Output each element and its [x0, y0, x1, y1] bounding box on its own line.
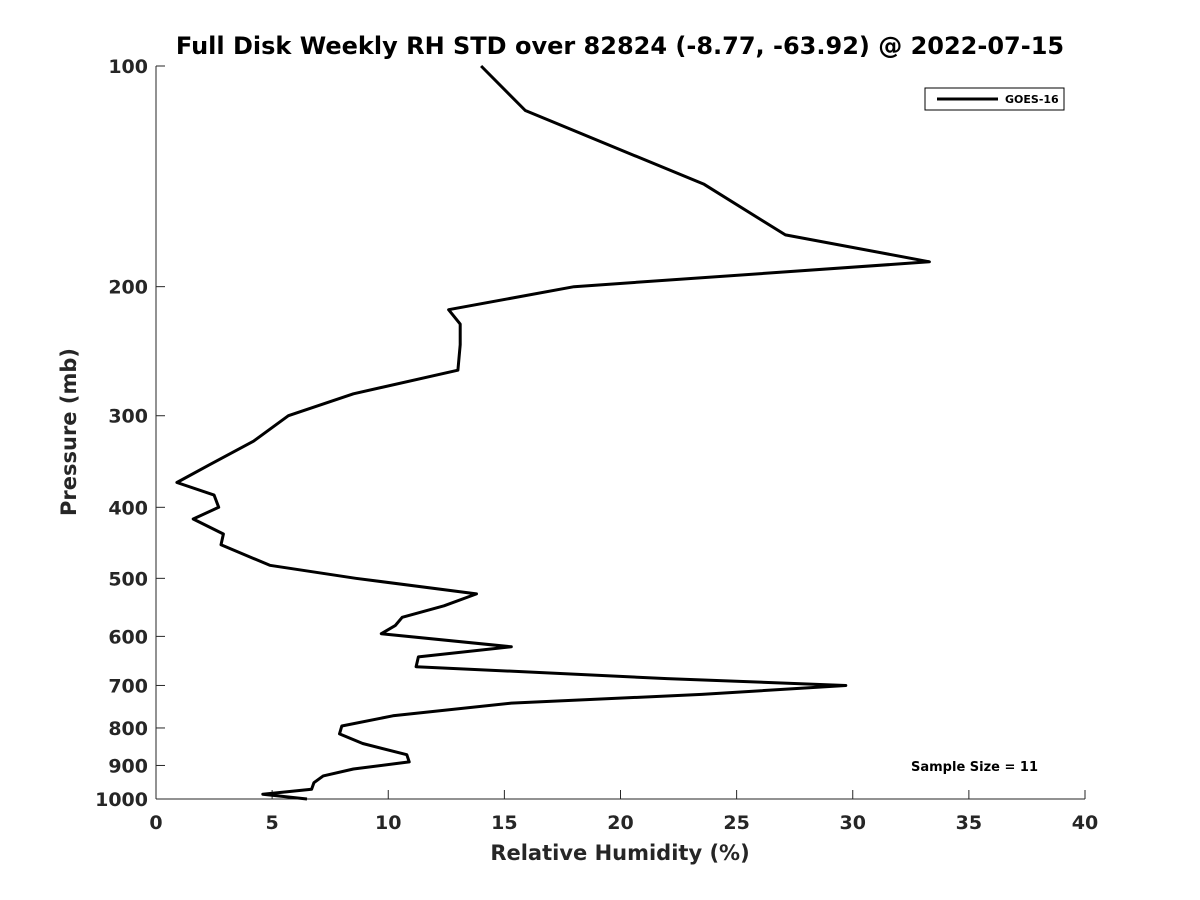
y-tick-label: 100 [108, 56, 148, 78]
legend-label-goes-16: GOES-16 [1005, 93, 1059, 106]
y-tick-label: 1000 [95, 789, 148, 811]
x-axis-label: Relative Humidity (%) [490, 841, 749, 865]
y-tick-label: 500 [108, 568, 148, 590]
y-tick-label: 300 [108, 406, 148, 428]
series-line-goes-16 [175, 64, 931, 801]
x-tick-label: 35 [956, 812, 982, 834]
plot-area: 0 5 10 15 20 25 30 35 40 100 200 300 400 500 600 700 80… [95, 56, 1098, 834]
y-tick-label: 600 [108, 626, 148, 648]
sample-size-annotation: Sample Size = 11 [911, 760, 1038, 775]
x-tick-label: 25 [723, 812, 749, 834]
x-tick-label: 15 [491, 812, 517, 834]
x-tick-label: 20 [607, 812, 633, 834]
x-tick-label: 30 [840, 812, 866, 834]
y-tick-label: 700 [108, 675, 148, 697]
x-tick-label: 0 [149, 812, 162, 834]
y-tick-label: 400 [108, 497, 148, 519]
legend: GOES-16 [924, 87, 1065, 111]
y-tick-label: 800 [108, 718, 148, 740]
x-ticks: 0 5 10 15 20 25 30 35 40 [149, 790, 1098, 834]
y-axis-label: Pressure (mb) [57, 348, 81, 516]
chart-title: Full Disk Weekly RH STD over 82824 (-8.7… [176, 32, 1064, 60]
y-tick-label: 200 [108, 277, 148, 299]
x-tick-label: 10 [375, 812, 401, 834]
y-ticks: 100 200 300 400 500 600 700 800 900 1000 [95, 56, 165, 811]
x-tick-label: 5 [266, 812, 279, 834]
y-tick-label: 900 [108, 755, 148, 777]
x-tick-label: 40 [1072, 812, 1098, 834]
